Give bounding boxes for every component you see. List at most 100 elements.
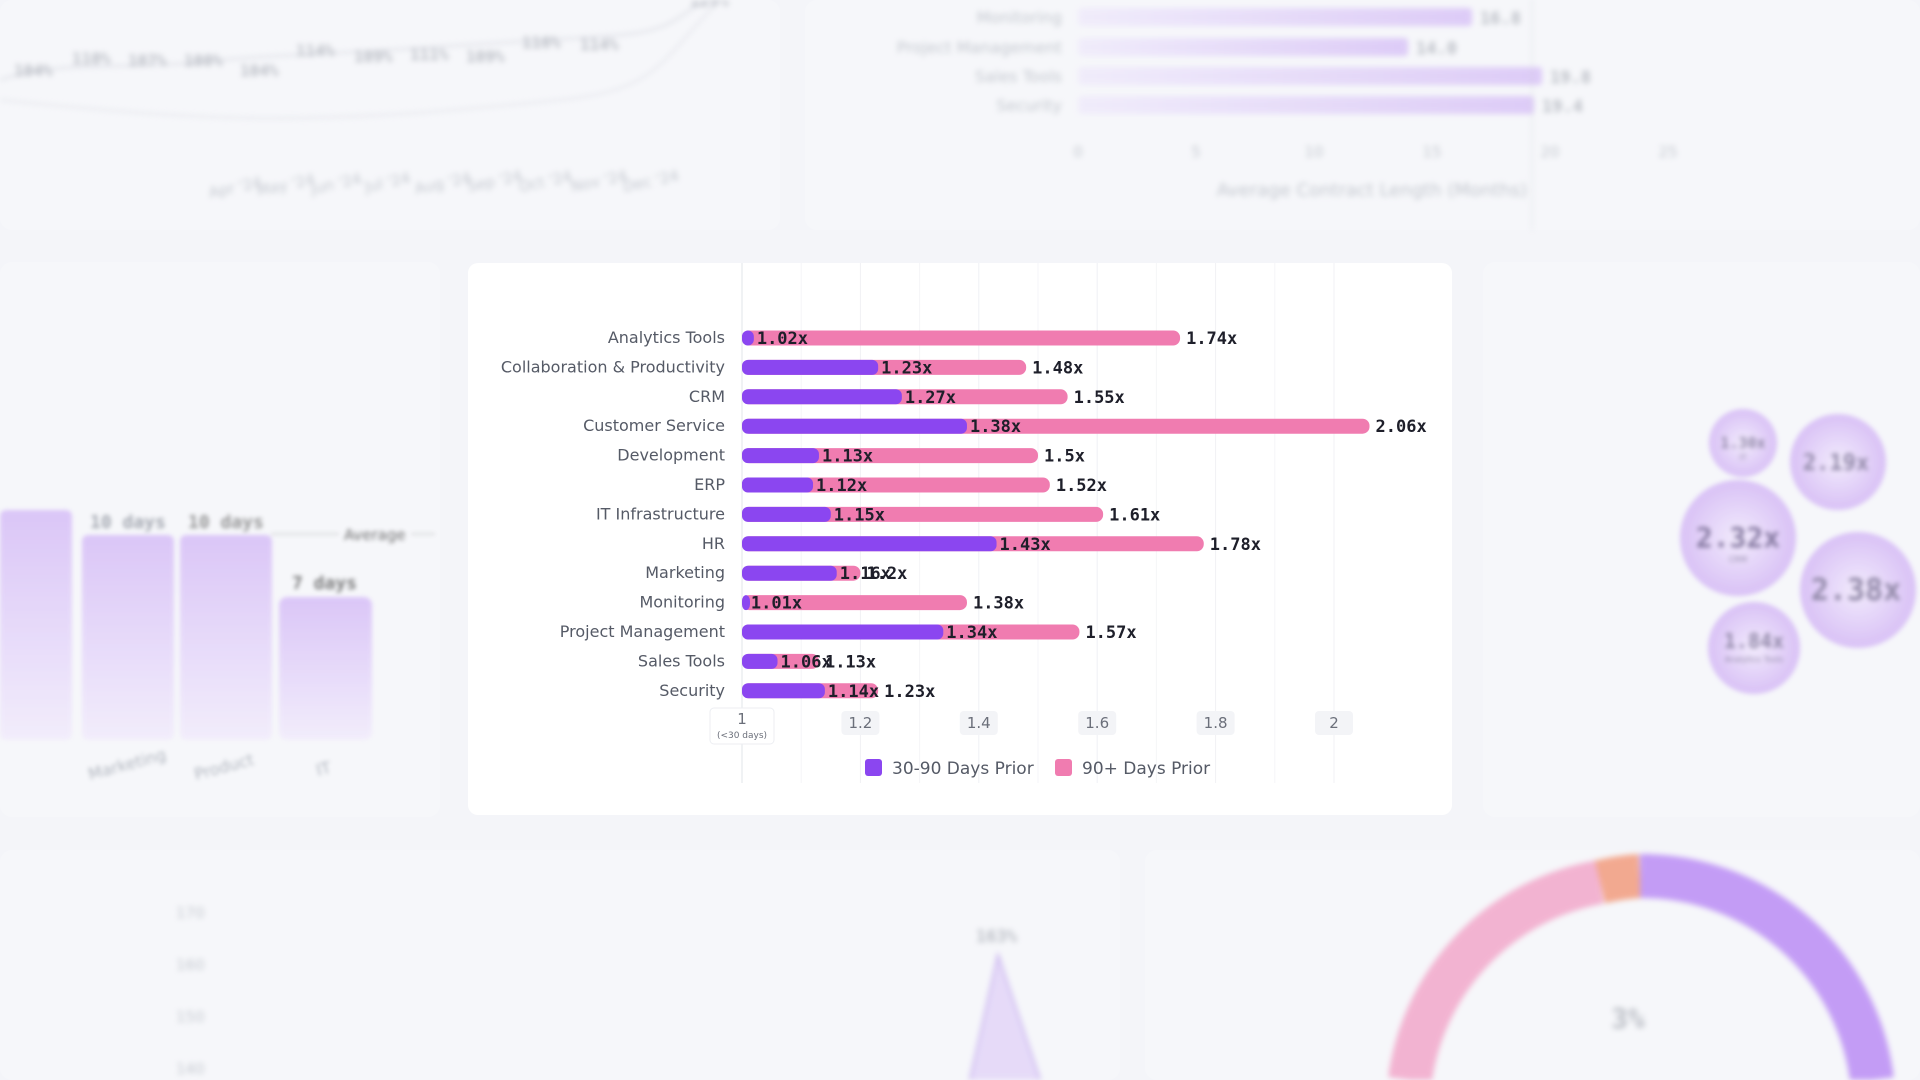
bar-value-label-90-plus: 2.06x [1376,417,1427,437]
bg-line-point-3: 107% [128,51,167,70]
bg-bottom-tick-2: 160 [176,956,205,974]
bar-value-label-90-plus: 1.38x [973,594,1024,614]
bg-bar-value-1: 16.8 [1480,9,1521,29]
renewal-multiplier-chart: Analytics Tools 1.02x 1.74x Collaboration &… [501,263,1427,783]
category-label: Security [659,681,725,700]
chart-bars [742,330,1370,699]
bg-bar-value-4: 19.4 [1542,97,1583,117]
bar-30-90-days[interactable] [742,653,778,669]
bar-30-90-days[interactable] [742,359,879,375]
bg-left-bar-label-2: 10 days [188,512,264,533]
bar-30-90-days[interactable] [742,330,754,346]
bar-value-label-90-plus: 1.13x [825,652,876,672]
bubble-label-3: CRM [1729,555,1747,564]
bar-30-90-days[interactable] [742,477,814,493]
bg-line-point-12: 129% [690,0,729,10]
x-tick-sublabel: (<30 days) [717,731,767,741]
bubble-value-4: 2.38x [1811,573,1901,608]
bar-value-label-30-90: 1.23x [881,358,932,378]
x-tick-box [841,711,880,735]
bar-value-label-30-90: 1.12x [816,476,867,496]
category-label: Development [617,446,725,465]
bar-90-plus-days[interactable] [742,506,1104,522]
category-label: HR [702,534,725,553]
legend-label-30-90-days[interactable]: 30-90 Days Prior [892,759,1034,779]
bg-left-bar-label-1: 10 days [90,512,166,533]
category-label: Marketing [645,563,725,582]
bar-value-label-30-90: 1.16x [840,564,891,584]
bar-value-label-30-90: 1.34x [946,623,997,643]
category-label: CRM [689,387,725,406]
legend-swatch-90-plus-days[interactable] [1055,759,1072,776]
bg-line-point-5: 104% [240,61,279,80]
bar-30-90-days[interactable] [742,418,967,434]
bar-30-90-days[interactable] [742,506,831,522]
bar-30-90-days[interactable] [742,389,902,405]
bubble-label-5: Analytics Tools [1725,655,1784,664]
category-label: Collaboration & Productivity [501,357,725,376]
bar-value-label-30-90: 1.15x [834,505,885,525]
bg-bar-axis-title: Average Contract Length (Months) [1217,180,1527,201]
bg-line-point-11: 114% [580,35,619,54]
bg-line-point-7: 109% [354,47,393,66]
bg-left-cat-3: IT [314,758,333,780]
bg-left-bar-label-3: 7 days [292,573,357,594]
bar-value-label-90-plus: 1.52x [1056,476,1107,496]
bg-left-average-label: Average [344,526,406,544]
category-label: Monitoring [639,593,725,612]
bg-bar-tick-4: 15 [1422,143,1441,161]
bar-30-90-days[interactable] [742,448,819,464]
bg-bottom-tick-4: 140 [176,1060,205,1078]
bar-90-plus-days[interactable] [742,477,1050,493]
bg-donut-value: 3% [1611,1002,1645,1035]
bg-bar-tick-2: 5 [1191,143,1201,161]
bar-90-plus-days[interactable] [742,330,1181,346]
bar-value-label-30-90: 1.38x [970,417,1021,437]
bar-30-90-days[interactable] [742,536,997,552]
bg-bar-label-3: Sales Tools [975,67,1062,86]
bg-bar-tick-6: 25 [1658,143,1677,161]
bar-value-label-90-plus: 1.48x [1032,358,1083,378]
legend-swatch-30-90-days[interactable] [865,759,882,776]
bg-bar-tick-5: 20 [1540,143,1559,161]
bar-value-label-90-plus: 1.2x [866,564,907,584]
x-tick-box [959,711,998,735]
category-label: Customer Service [583,416,725,435]
renewal-multiplier-chart-card: Analytics Tools 1.02x 1.74x Collaboration &… [468,263,1452,815]
bar-30-90-days[interactable] [742,683,825,699]
bg-line-point-9: 109% [466,47,505,66]
bg-bar-value-2: 14.0 [1416,39,1457,59]
bg-line-point-2: 110% [72,49,111,68]
bar-value-label-30-90: 1.02x [757,329,808,349]
bg-line-point-6: 114% [296,41,335,60]
bubble-value-1: 1.30x [1720,434,1765,452]
bg-line-point-1: 104% [14,61,53,80]
bar-value-label-30-90: 1.14x [828,682,879,702]
bar-value-label-90-plus: 1.5x [1044,447,1085,467]
bubble-label-1: IT [1739,453,1746,462]
category-label: Analytics Tools [608,328,725,347]
bg-bottom-tick-3: 150 [176,1008,205,1026]
bg-line-point-4: 108% [184,51,223,70]
bubble-value-3: 2.32x [1696,521,1780,554]
bar-30-90-days[interactable] [742,565,837,581]
bg-bar-label-2: Project Management [897,38,1062,57]
x-tick-label: 1.6 [1085,714,1109,732]
x-tick-box [709,707,775,745]
bar-value-label-30-90: 1.13x [822,447,873,467]
legend-label-90-plus-days[interactable]: 90+ Days Prior [1082,759,1210,779]
x-tick-label: 1 [737,710,747,728]
bg-bar-label-4: Security [996,96,1062,115]
bar-30-90-days[interactable] [742,595,750,611]
chart-labels: Analytics Tools 1.02x 1.74x Collaboration &… [501,328,1427,702]
bar-90-plus-days[interactable] [742,595,967,611]
bar-30-90-days[interactable] [742,624,944,640]
x-tick-label: 1.8 [1204,714,1228,732]
bar-value-label-90-plus: 1.55x [1074,388,1125,408]
bar-value-label-30-90: 1.43x [1000,535,1051,555]
x-tick-label: 1.2 [848,714,872,732]
